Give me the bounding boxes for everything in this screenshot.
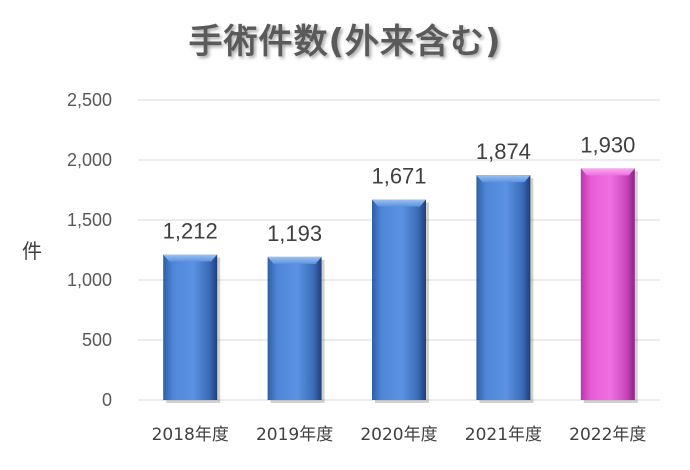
y-tick-label: 1,000 <box>67 270 112 290</box>
bar-cap <box>580 168 635 176</box>
bar-body <box>372 199 426 400</box>
data-label: 1,930 <box>580 132 635 157</box>
data-label: 1,193 <box>267 221 322 246</box>
data-label: 1,671 <box>371 163 426 188</box>
bar-cap <box>267 256 322 264</box>
bar-body <box>267 256 322 400</box>
bar-body <box>163 254 218 400</box>
x-tick-label: 2022年度 <box>569 425 646 445</box>
x-tick-label: 2018年度 <box>152 425 229 445</box>
x-tick-label: 2021年度 <box>465 425 542 445</box>
bar-cap <box>372 199 426 207</box>
y-tick-label: 0 <box>102 390 112 410</box>
bar <box>476 175 534 403</box>
bar-body <box>476 175 531 400</box>
y-tick-label: 1,500 <box>67 210 112 230</box>
bar-cap <box>476 175 531 183</box>
y-tick-label: 500 <box>82 330 112 350</box>
x-tick-label: 2020年度 <box>360 425 437 445</box>
y-axis-label: 件 <box>22 239 42 263</box>
data-label: 1,874 <box>476 139 531 164</box>
bar <box>372 199 429 403</box>
bar <box>163 254 221 403</box>
bar <box>580 168 638 403</box>
bar <box>267 256 325 403</box>
data-label: 1,212 <box>163 219 218 244</box>
chart-title: 手術件数(外来含む) <box>188 22 502 62</box>
bar-cap <box>163 254 218 262</box>
y-tick-label: 2,000 <box>67 150 112 170</box>
bar-body <box>580 168 635 400</box>
x-tick-label: 2019年度 <box>256 425 333 445</box>
y-tick-label: 2,500 <box>67 90 112 110</box>
